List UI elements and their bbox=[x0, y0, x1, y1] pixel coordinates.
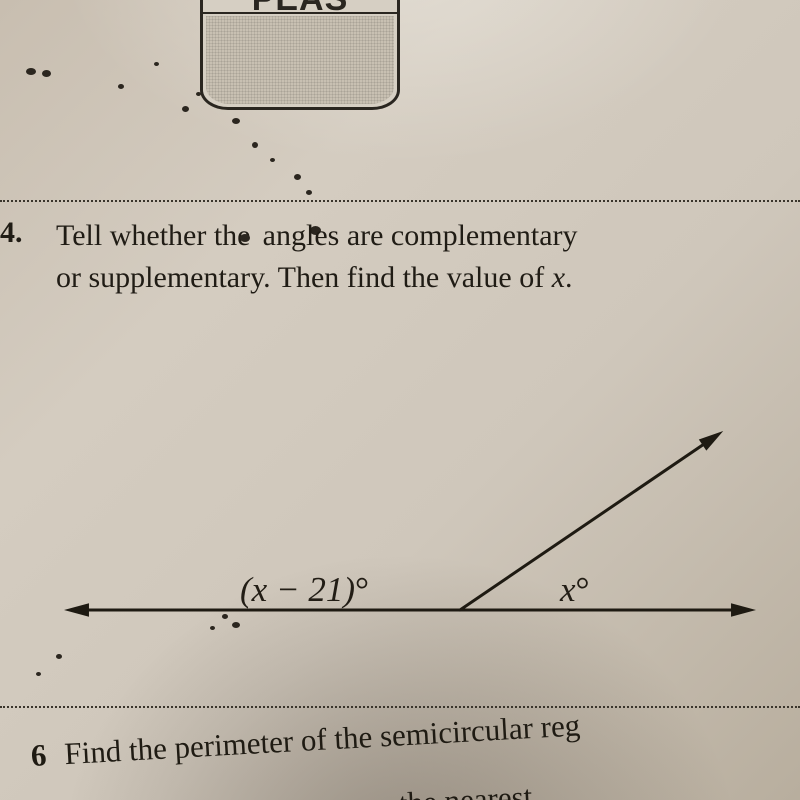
ink-speck bbox=[182, 106, 189, 112]
ink-speck bbox=[232, 118, 240, 124]
angle-diagram: (x − 21)° x° bbox=[60, 420, 760, 650]
ink-speck bbox=[42, 70, 51, 77]
angle-label-right: x° bbox=[560, 570, 590, 610]
ink-speck bbox=[154, 62, 159, 66]
ink-speck bbox=[26, 68, 36, 75]
peas-can-label: PEAS bbox=[203, 0, 397, 14]
ink-speck bbox=[252, 142, 258, 148]
question-line-1: Tell whether the angles are complementar… bbox=[56, 216, 578, 257]
peas-can: PEAS bbox=[200, 0, 400, 110]
divider-bottom bbox=[0, 706, 800, 708]
q-line1-post: angles are complementary bbox=[255, 219, 577, 252]
q-variable-x: x bbox=[552, 261, 565, 294]
ink-speck bbox=[306, 190, 312, 195]
next-question-fragment-2: the nearest bbox=[398, 779, 533, 800]
peas-can-fill bbox=[206, 16, 394, 104]
angle-label-left: (x − 21)° bbox=[240, 570, 369, 610]
question-number: 4. bbox=[0, 216, 23, 250]
divider-top bbox=[0, 200, 800, 202]
next-question-line1: Find the perimeter of the semicircular r… bbox=[63, 707, 581, 771]
lighting-top bbox=[0, 0, 800, 200]
ink-speck bbox=[196, 92, 201, 96]
ink-speck bbox=[294, 174, 301, 180]
ink-speck bbox=[36, 672, 41, 676]
angle-diagram-svg bbox=[60, 420, 760, 650]
worksheet-page: PEAS 4. Tell whether the angles are comp… bbox=[0, 0, 800, 800]
ink-speck bbox=[118, 84, 124, 89]
ink-speck bbox=[56, 654, 62, 659]
q-line2-post: . bbox=[565, 261, 573, 294]
question-line-2: or supplementary. Then find the value of… bbox=[56, 258, 573, 299]
next-question-fragment: 6 Find the perimeter of the semicircular … bbox=[30, 707, 581, 774]
next-question-number: 6 bbox=[30, 737, 47, 773]
next-question-line2: the nearest bbox=[398, 779, 533, 800]
q-line2-pre: or supplementary. Then find the value of bbox=[56, 261, 552, 294]
ink-speck bbox=[270, 158, 275, 162]
q-line1-pre: Tell whether th bbox=[56, 219, 237, 252]
